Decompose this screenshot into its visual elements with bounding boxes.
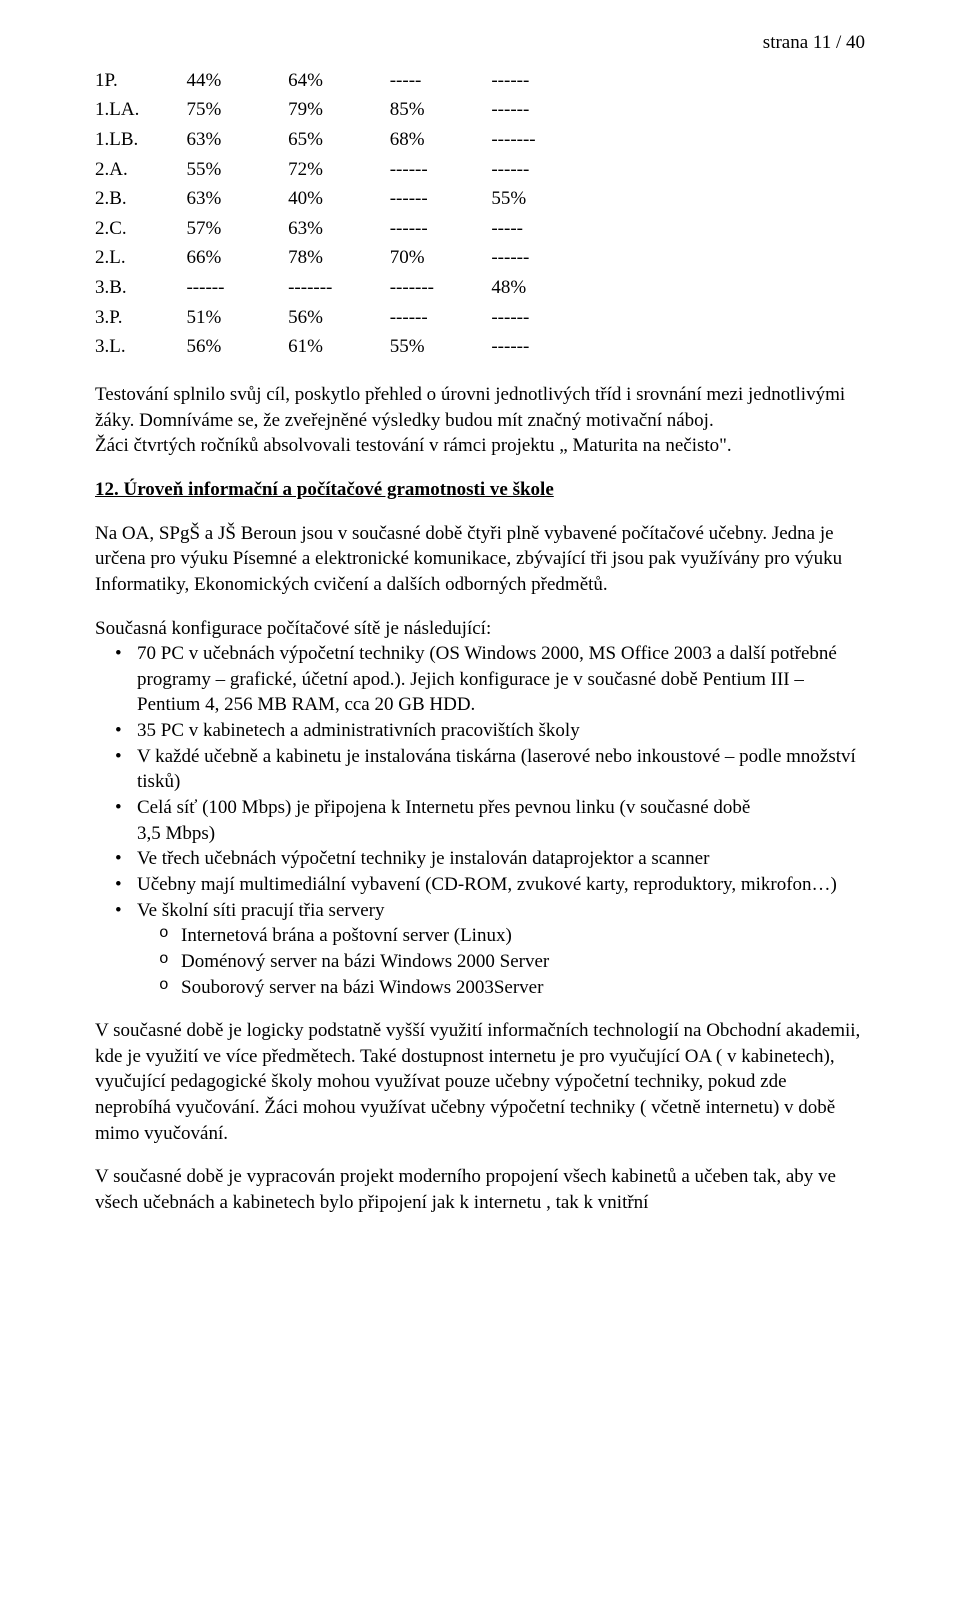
page-number: strana 11 / 40 — [95, 30, 865, 56]
table-cell: ------ — [390, 155, 492, 185]
sub-list: Internetová brána a poštovní server (Lin… — [137, 923, 865, 1000]
table-cell: 2.C. — [95, 214, 186, 244]
table-cell: 63% — [186, 184, 288, 214]
table-cell: 55% — [390, 332, 492, 362]
table-row: 1P.44%64%----------- — [95, 66, 603, 96]
list-item: Ve třech učebnách výpočetní techniky je … — [95, 846, 865, 872]
paragraph-labs: Na OA, SPgŠ a JŠ Beroun jsou v současné … — [95, 521, 865, 598]
table-row: 3.L.56%61%55%------ — [95, 332, 603, 362]
table-cell: ------ — [491, 332, 603, 362]
table-row: 1.LB.63%65%68%------- — [95, 125, 603, 155]
table-row: 2.A.55%72%------------ — [95, 155, 603, 185]
table-cell: 56% — [288, 303, 390, 333]
list-item: V každé učebně a kabinetu je instalována… — [95, 744, 865, 795]
table-cell: 72% — [288, 155, 390, 185]
table-cell: 48% — [491, 273, 603, 303]
table-cell: 44% — [186, 66, 288, 96]
sub-list-item: Doménový server na bázi Windows 2000 Ser… — [137, 949, 865, 975]
paragraph-testing-b: Žáci čtvrtých ročníků absolvovali testov… — [95, 435, 732, 456]
paragraph-testing-a: Testování splnilo svůj cíl, poskytlo pře… — [95, 384, 845, 431]
table-cell: ------- — [390, 273, 492, 303]
table-cell: ------- — [491, 125, 603, 155]
table-cell: 65% — [288, 125, 390, 155]
table-cell: 2.A. — [95, 155, 186, 185]
table-cell: 1.LB. — [95, 125, 186, 155]
table-cell: 3.B. — [95, 273, 186, 303]
list-item: Celá síť (100 Mbps) je připojena k Inter… — [95, 795, 865, 846]
table-cell: 78% — [288, 243, 390, 273]
paragraph-config-intro: Současná konfigurace počítačové sítě je … — [95, 616, 865, 642]
table-cell: 63% — [186, 125, 288, 155]
table-cell: 79% — [288, 95, 390, 125]
table-cell: 3.P. — [95, 303, 186, 333]
paragraph-project: V současné době je vypracován projekt mo… — [95, 1164, 865, 1215]
table-cell: 61% — [288, 332, 390, 362]
table-cell: ----- — [491, 214, 603, 244]
table-cell: ------ — [491, 243, 603, 273]
sub-list-item: Internetová brána a poštovní server (Lin… — [137, 923, 865, 949]
paragraph-usage: V současné době je logicky podstatně vyš… — [95, 1018, 865, 1146]
table-row: 2.B.63%40%------55% — [95, 184, 603, 214]
sub-list-item: Souborový server na bázi Windows 2003Ser… — [137, 975, 865, 1001]
table-cell: 55% — [186, 155, 288, 185]
table-cell: 1.LA. — [95, 95, 186, 125]
list-item: 70 PC v učebnách výpočetní techniky (OS … — [95, 641, 865, 718]
table-cell: 64% — [288, 66, 390, 96]
table-cell: ------ — [491, 95, 603, 125]
table-cell: 51% — [186, 303, 288, 333]
table-cell: ------ — [186, 273, 288, 303]
table-row: 3.B.--------------------48% — [95, 273, 603, 303]
table-cell: 63% — [288, 214, 390, 244]
paragraph-testing: Testování splnilo svůj cíl, poskytlo pře… — [95, 382, 865, 459]
table-cell: ------ — [390, 303, 492, 333]
table-cell: 3.L. — [95, 332, 186, 362]
document-page: strana 11 / 40 1P.44%64%-----------1.LA.… — [0, 0, 960, 1294]
table-row: 2.C.57%63%----------- — [95, 214, 603, 244]
table-row: 1.LA.75%79%85%------ — [95, 95, 603, 125]
table-cell: 57% — [186, 214, 288, 244]
table-cell: ------- — [288, 273, 390, 303]
table-cell: ------ — [390, 184, 492, 214]
class-results-table: 1P.44%64%-----------1.LA.75%79%85%------… — [95, 66, 603, 362]
table-cell: ------ — [390, 214, 492, 244]
table-cell: ------ — [491, 303, 603, 333]
heading-12: 12. Úroveň informační a počítačové gramo… — [95, 477, 865, 503]
table-cell: 75% — [186, 95, 288, 125]
table-cell: 85% — [390, 95, 492, 125]
table-cell: 2.L. — [95, 243, 186, 273]
table-cell: 70% — [390, 243, 492, 273]
list-item: Ve školní síti pracují třia serveryInter… — [95, 898, 865, 1001]
table-cell: 2.B. — [95, 184, 186, 214]
config-bullet-list: 70 PC v učebnách výpočetní techniky (OS … — [95, 641, 865, 1000]
table-cell: 55% — [491, 184, 603, 214]
table-row: 2.L.66%78%70%------ — [95, 243, 603, 273]
table-cell: 68% — [390, 125, 492, 155]
table-cell: ------ — [491, 66, 603, 96]
list-item: 35 PC v kabinetech a administrativních p… — [95, 718, 865, 744]
table-cell: ----- — [390, 66, 492, 96]
table-row: 3.P.51%56%------------ — [95, 303, 603, 333]
table-cell: ------ — [491, 155, 603, 185]
table-cell: 40% — [288, 184, 390, 214]
table-cell: 1P. — [95, 66, 186, 96]
table-cell: 66% — [186, 243, 288, 273]
list-item: Učebny mají multimediální vybavení (CD-R… — [95, 872, 865, 898]
table-cell: 56% — [186, 332, 288, 362]
